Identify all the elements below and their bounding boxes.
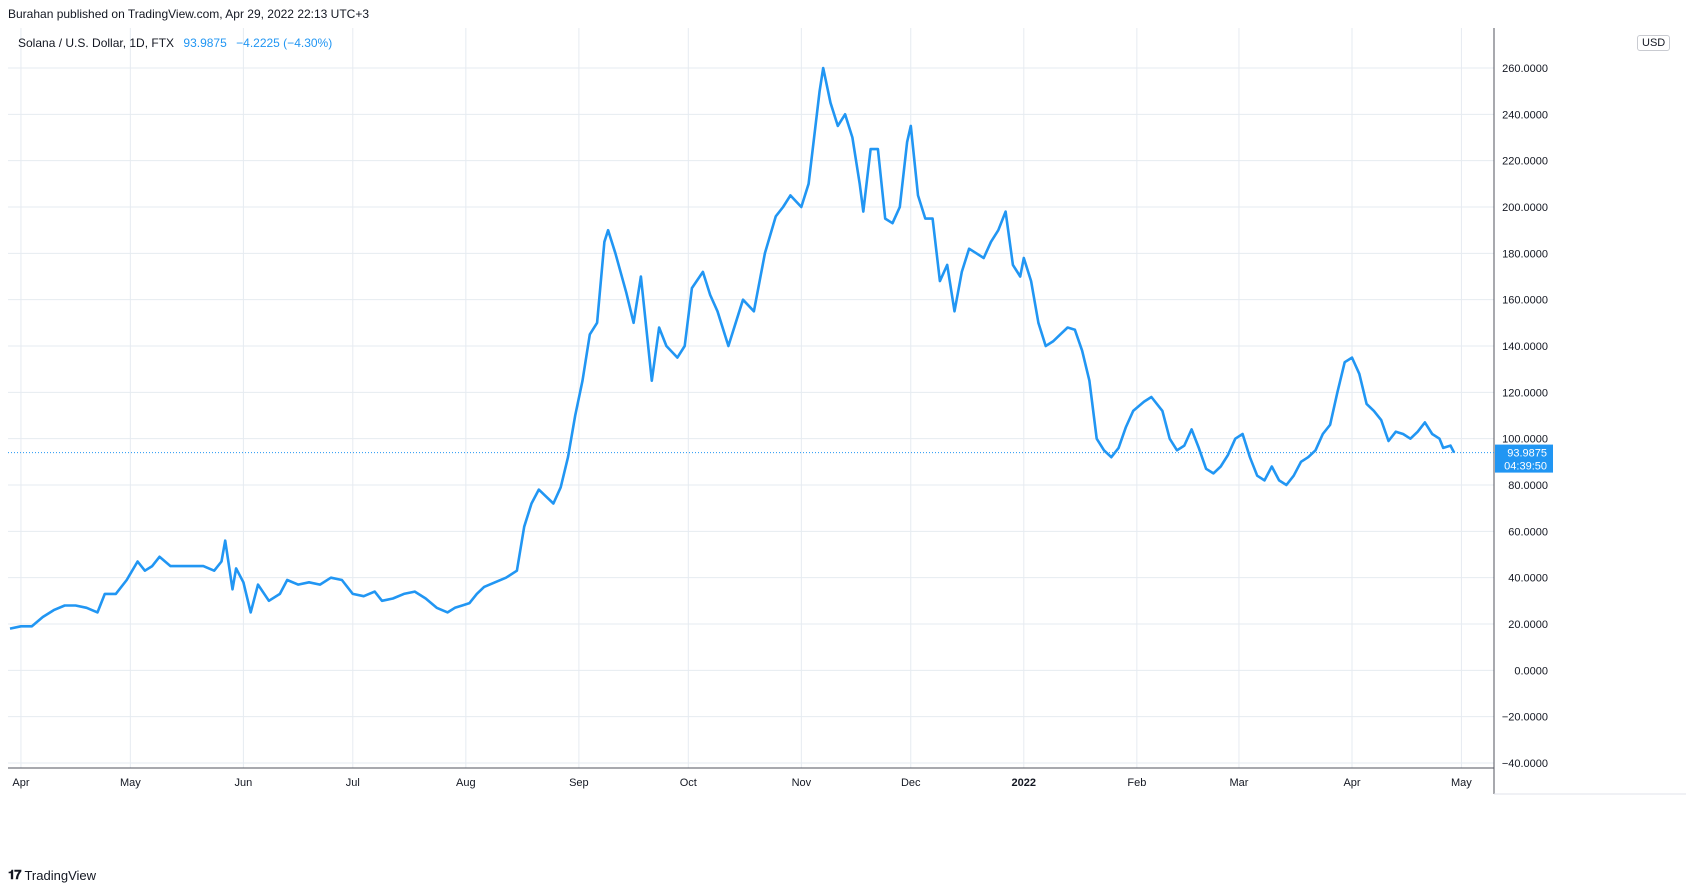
x-tick-label: May bbox=[120, 777, 141, 789]
x-tick-label: Apr bbox=[1343, 777, 1360, 789]
x-tick-label: May bbox=[1451, 777, 1472, 789]
x-tick-label: Jul bbox=[346, 777, 360, 789]
x-tick-label: Dec bbox=[901, 777, 921, 789]
y-axis-labels: 260.0000 240.0000 220.0000 200.0000 180.0000… bbox=[1502, 63, 1548, 770]
y-tick-label: 40.0000 bbox=[1508, 573, 1548, 585]
y-tick-label: 60.0000 bbox=[1508, 526, 1548, 538]
price-change-value: −4.2225 (−4.30%) bbox=[236, 36, 333, 50]
x-tick-label: 2022 bbox=[1012, 777, 1036, 789]
y-tick-label: 100.0000 bbox=[1502, 434, 1548, 446]
tradingview-brand[interactable]: 𝟏𝟕 TradingView bbox=[8, 867, 96, 883]
x-tick-label: Mar bbox=[1229, 777, 1248, 789]
y-tick-label: −40.0000 bbox=[1502, 758, 1548, 770]
x-tick-label: Feb bbox=[1127, 777, 1146, 789]
chart-grid bbox=[8, 28, 1494, 768]
y-tick-label: −20.0000 bbox=[1502, 712, 1548, 724]
y-tick-label: 220.0000 bbox=[1502, 156, 1548, 168]
y-tick-label: 240.0000 bbox=[1502, 109, 1548, 121]
price-chart[interactable]: 260.0000 240.0000 220.0000 200.0000 180.0000… bbox=[8, 28, 1686, 860]
brand-name: TradingView bbox=[24, 867, 97, 883]
published-caption: Burahan published on TradingView.com, Ap… bbox=[8, 7, 370, 21]
symbol-legend[interactable]: Solana / U.S. Dollar, 1D, FTX 93.9875 −4… bbox=[18, 36, 332, 50]
last-price-badge-value: 93.9875 bbox=[1507, 448, 1547, 460]
y-tick-label: 120.0000 bbox=[1502, 387, 1548, 399]
x-tick-label: Sep bbox=[569, 777, 589, 789]
x-axis-labels: Apr May Jun Jul Aug Sep Oct Nov Dec 2022 Feb Mar Apr… bbox=[12, 777, 1472, 789]
x-tick-label: Aug bbox=[456, 777, 476, 789]
currency-button[interactable]: USD bbox=[1637, 35, 1671, 51]
x-tick-label: Jun bbox=[235, 777, 253, 789]
y-tick-label: 0.0000 bbox=[1514, 665, 1548, 677]
chart-axes bbox=[8, 28, 1686, 795]
y-tick-label: 20.0000 bbox=[1508, 619, 1548, 631]
y-tick-label: 140.0000 bbox=[1502, 341, 1548, 353]
x-tick-label: Apr bbox=[12, 777, 29, 789]
last-price-badge-bg bbox=[1495, 444, 1553, 473]
price-line bbox=[9, 66, 1456, 630]
y-tick-label: 80.0000 bbox=[1508, 480, 1548, 492]
y-tick-label: 260.0000 bbox=[1502, 63, 1548, 75]
x-tick-label: Nov bbox=[792, 777, 812, 789]
last-price-value: 93.9875 bbox=[183, 36, 227, 50]
bar-countdown-label: 04:39:50 bbox=[1504, 461, 1547, 473]
chart-series[interactable] bbox=[8, 66, 1494, 630]
x-tick-label: Oct bbox=[680, 777, 697, 789]
y-tick-label: 180.0000 bbox=[1502, 248, 1548, 260]
tradingview-logo-icon: 𝟏𝟕 bbox=[8, 867, 22, 882]
symbol-title: Solana / U.S. Dollar, 1D, FTX bbox=[18, 36, 175, 50]
y-tick-label: 200.0000 bbox=[1502, 202, 1548, 214]
y-tick-label: 160.0000 bbox=[1502, 295, 1548, 307]
